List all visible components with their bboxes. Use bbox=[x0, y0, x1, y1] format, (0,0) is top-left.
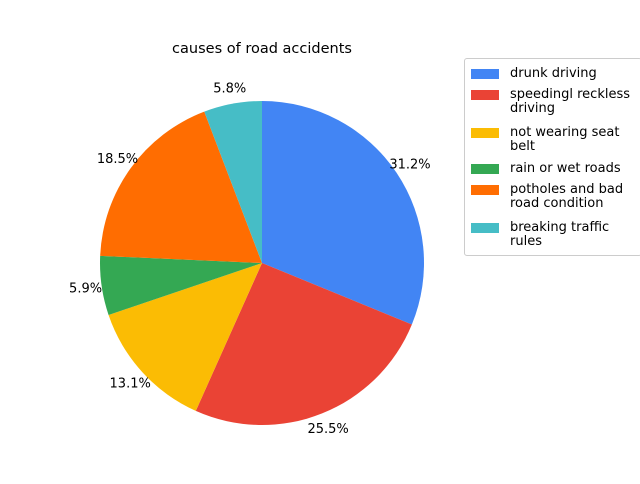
pie-slice-speedingl-reckless-driving bbox=[195, 263, 412, 426]
slice-percentage-label: 31.2% bbox=[389, 157, 430, 172]
pie-slice-rain-or-wet-roads bbox=[99, 255, 262, 315]
legend: drunk driving speedingl reckless driving n… bbox=[464, 58, 640, 256]
legend-label: speedingl reckless driving bbox=[510, 87, 631, 116]
slice-percentage-label: 18.5% bbox=[97, 152, 138, 167]
pie-slice-drunk-driving bbox=[262, 101, 425, 325]
slice-percentage-label: 5.9% bbox=[69, 282, 102, 297]
legend-swatch bbox=[471, 223, 499, 233]
pie-slice-potholes-and-bad-road-condition bbox=[100, 111, 262, 264]
percentage-labels: 31.2% 25.5% 13.1% 5.9% 18.5% 5.8% bbox=[69, 81, 431, 437]
legend-swatch bbox=[471, 185, 499, 195]
legend-swatch bbox=[471, 128, 499, 138]
legend-label: drunk driving bbox=[510, 66, 597, 81]
chart-title: causes of road accidents bbox=[172, 41, 352, 57]
legend-swatch bbox=[471, 164, 499, 174]
pie-slice-breaking-traffic-rules bbox=[204, 101, 262, 263]
slice-percentage-label: 5.8% bbox=[213, 81, 246, 96]
legend-label: rain or wet roads bbox=[510, 161, 621, 176]
slice-percentage-label: 13.1% bbox=[110, 376, 151, 391]
legend-label: breaking traffic rules bbox=[510, 220, 610, 249]
legend-swatch bbox=[471, 90, 499, 100]
legend-label: potholes and bad road condition bbox=[510, 182, 624, 211]
legend-label: not wearing seat belt bbox=[510, 125, 620, 154]
slice-percentage-label: 25.5% bbox=[307, 422, 348, 437]
pie-slice-not-wearing-seat-belt bbox=[108, 263, 263, 411]
pie-slices bbox=[99, 101, 425, 426]
legend-swatch bbox=[471, 69, 499, 79]
